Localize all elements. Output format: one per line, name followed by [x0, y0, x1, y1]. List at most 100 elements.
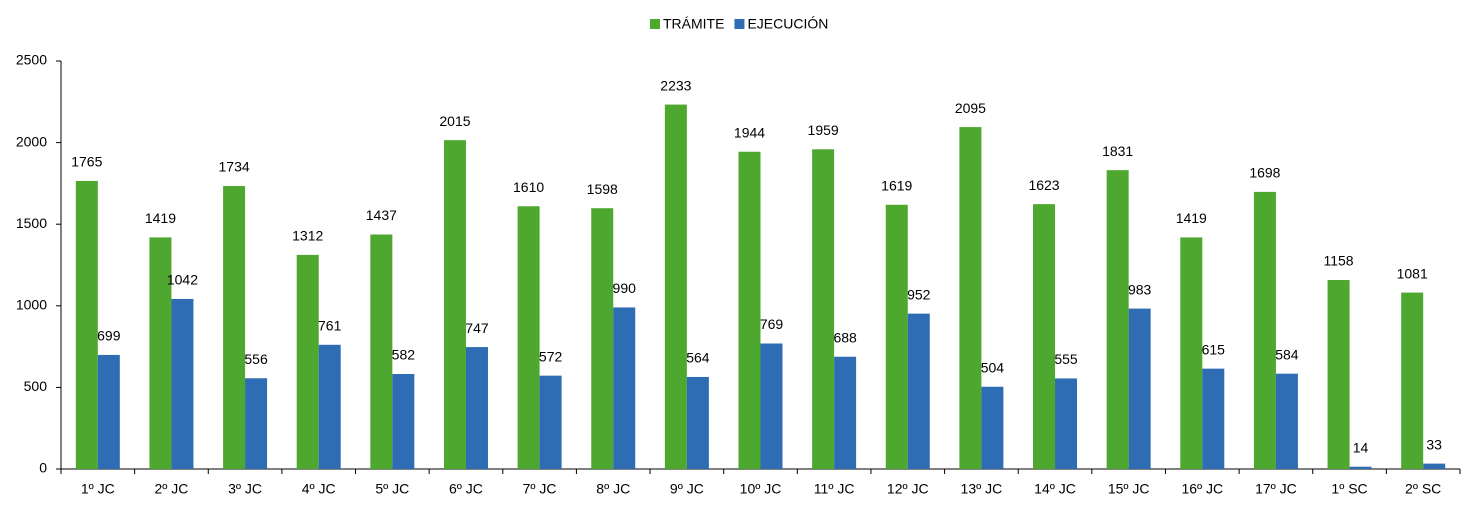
- x-tick-label: 14º JC: [1034, 481, 1076, 497]
- value-label: 1598: [587, 181, 618, 197]
- bar: [97, 354, 120, 469]
- value-label: 1610: [513, 179, 544, 195]
- value-label: 1158: [1323, 253, 1353, 269]
- legend-swatch: [734, 19, 745, 29]
- x-tick-label: 7º JC: [523, 481, 557, 497]
- value-label: 2095: [955, 100, 986, 116]
- bar: [613, 307, 636, 469]
- x-tick-label: 15º JC: [1108, 481, 1150, 497]
- y-tick-label: 1500: [16, 215, 47, 231]
- value-label: 1419: [145, 210, 176, 226]
- y-tick-label: 2000: [16, 133, 47, 149]
- bar: [664, 104, 687, 469]
- value-label: 1765: [71, 154, 102, 170]
- value-label: 1419: [1176, 210, 1207, 226]
- value-label: 983: [1128, 281, 1152, 297]
- y-tick-label: 1000: [16, 297, 47, 313]
- bar: [318, 344, 341, 469]
- value-label: 747: [465, 320, 489, 336]
- value-label: 615: [1202, 341, 1226, 357]
- value-label: 1734: [219, 159, 250, 175]
- bar: [1106, 170, 1129, 470]
- value-label: 761: [318, 318, 342, 334]
- value-label: 1081: [1397, 265, 1428, 281]
- value-label: 1831: [1102, 143, 1133, 159]
- bar: [834, 356, 857, 469]
- value-label: 1042: [167, 272, 198, 288]
- bar: [1055, 378, 1078, 469]
- x-tick-label: 2º SC: [1405, 481, 1441, 497]
- bar: [760, 343, 783, 469]
- x-tick-label: 4º JC: [302, 481, 336, 497]
- y-tick-label: 0: [39, 460, 47, 476]
- bar: [1327, 280, 1350, 469]
- x-tick-label: 10º JC: [740, 481, 782, 497]
- value-label: 14: [1353, 439, 1369, 455]
- bar: [981, 386, 1004, 469]
- bar: [392, 374, 415, 469]
- value-label: 1312: [292, 228, 323, 244]
- value-label: 1944: [734, 124, 765, 140]
- value-label: 33: [1426, 436, 1442, 452]
- bar: [443, 140, 466, 470]
- value-label: 564: [686, 350, 710, 366]
- value-label: 990: [613, 280, 637, 296]
- value-label: 688: [833, 329, 857, 345]
- bar: [591, 208, 614, 469]
- x-tick-label: 1º JC: [81, 481, 115, 497]
- value-label: 1959: [808, 122, 839, 138]
- bar: [1128, 308, 1151, 469]
- value-label: 699: [97, 328, 121, 344]
- bar: [1401, 292, 1424, 469]
- bar: [812, 149, 835, 469]
- bar: [907, 313, 930, 469]
- legend-swatch: [650, 19, 660, 29]
- value-label: 504: [981, 359, 1005, 375]
- x-tick-label: 3º JC: [228, 481, 262, 497]
- bar: [75, 180, 98, 469]
- x-tick-label: 9º JC: [670, 481, 704, 497]
- value-label: 572: [539, 348, 563, 364]
- legend-label: TRÁMITE: [663, 16, 724, 32]
- bar: [1253, 191, 1276, 469]
- bar: [885, 204, 908, 469]
- value-label: 1619: [881, 177, 912, 193]
- bar: [1180, 237, 1203, 469]
- bar: [171, 298, 194, 469]
- x-tick-label: 12º JC: [887, 481, 929, 497]
- value-label: 584: [1275, 346, 1299, 362]
- value-label: 952: [907, 286, 931, 302]
- bar: [1423, 463, 1446, 469]
- x-tick-label: 16º JC: [1181, 481, 1223, 497]
- x-tick-label: 6º JC: [449, 481, 483, 497]
- x-tick-label: 13º JC: [961, 481, 1003, 497]
- bar: [1349, 466, 1372, 469]
- value-label: 1623: [1028, 177, 1059, 193]
- y-tick-label: 2500: [16, 52, 47, 68]
- x-tick-label: 1º SC: [1331, 481, 1367, 497]
- value-label: 2233: [660, 77, 691, 93]
- bar: [738, 151, 761, 469]
- x-tick-label: 5º JC: [375, 481, 409, 497]
- bar: [1033, 204, 1056, 469]
- x-tick-label: 17º JC: [1255, 481, 1297, 497]
- bar: [223, 186, 246, 469]
- value-label: 582: [392, 347, 416, 363]
- bar: [370, 234, 393, 469]
- x-tick-label: 8º JC: [596, 481, 630, 497]
- value-label: 769: [760, 316, 784, 332]
- bar: [1202, 368, 1225, 469]
- value-label: 2015: [439, 113, 470, 129]
- bar: [686, 376, 709, 469]
- value-label: 1698: [1249, 165, 1280, 181]
- bar: [296, 254, 319, 469]
- bar: [517, 206, 540, 470]
- x-tick-label: 2º JC: [154, 481, 188, 497]
- bar: [1275, 373, 1298, 469]
- bar: [539, 375, 562, 469]
- value-label: 1437: [366, 207, 397, 223]
- value-label: 556: [244, 351, 268, 367]
- bar: [465, 347, 488, 469]
- bar: [245, 378, 268, 469]
